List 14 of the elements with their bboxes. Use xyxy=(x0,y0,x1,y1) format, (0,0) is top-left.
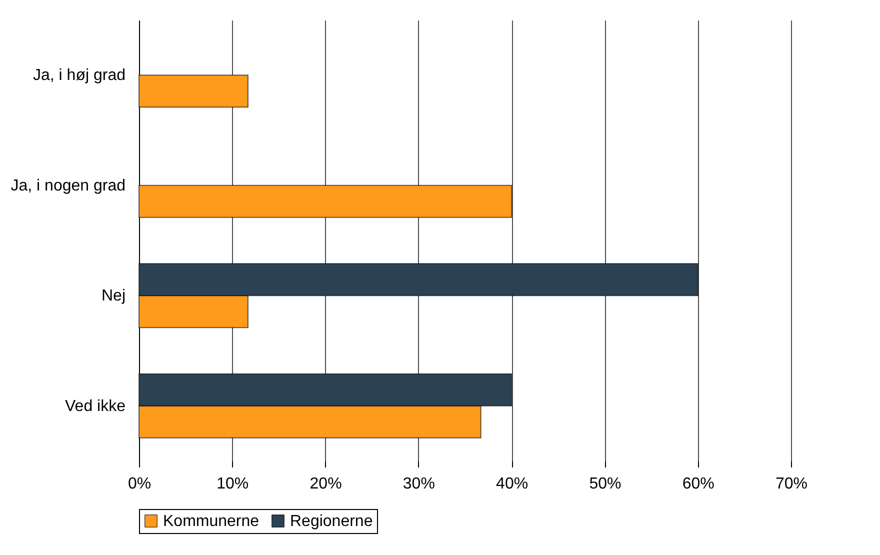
x-tick-label: 50% xyxy=(589,476,622,492)
legend-label: Regionerne xyxy=(290,513,373,530)
x-tick-label: 30% xyxy=(402,476,435,492)
y-tick-label: Ved ikke xyxy=(65,398,126,415)
legend-label: Kommunerne xyxy=(163,513,260,530)
y-tick-label: Ja, i nogen grad xyxy=(10,177,126,194)
x-tick-label: 40% xyxy=(496,476,528,492)
y-tick-label: Ja, i høj grad xyxy=(33,67,126,84)
x-tick-label: 70% xyxy=(775,476,808,492)
y-tick-label: Nej xyxy=(101,288,126,305)
x-tick-label: 0% xyxy=(128,476,152,492)
x-tick-label: 20% xyxy=(310,476,342,492)
x-tick-label: 60% xyxy=(682,476,714,492)
x-tick-label: 10% xyxy=(216,476,249,492)
